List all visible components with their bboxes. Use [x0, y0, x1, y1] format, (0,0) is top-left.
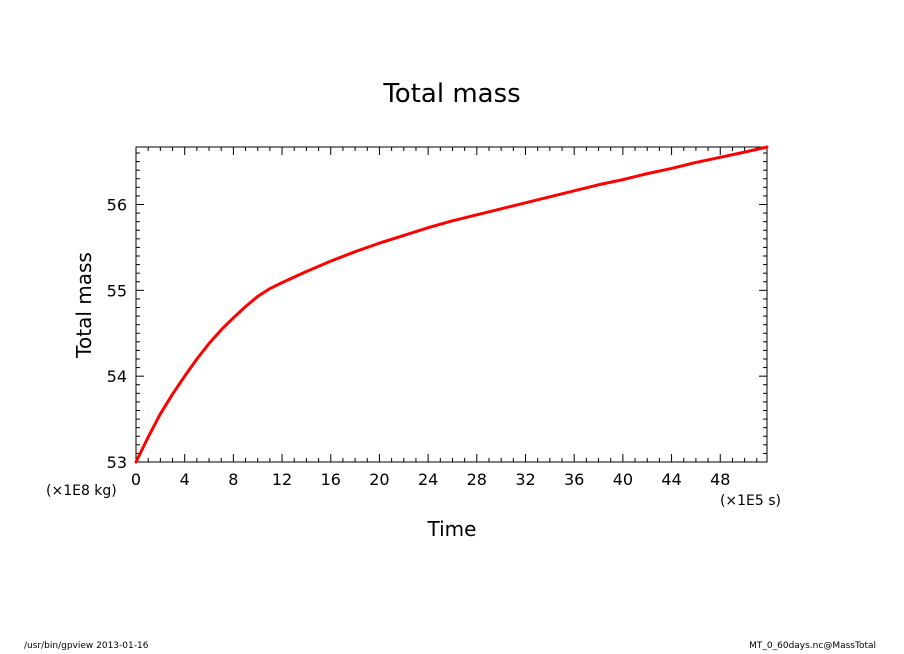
x-tick-labels: 0 4 8 12 16 20 24 28 32 36 40 44 48 [131, 470, 731, 489]
x-tick-label: 4 [180, 470, 190, 489]
y-unit-label: (×1E8 kg) [46, 483, 117, 499]
x-tick-label: 32 [515, 470, 535, 489]
y-tick-label: 53 [107, 453, 127, 472]
x-tick-label: 40 [613, 470, 633, 489]
x-tick-label: 44 [661, 470, 681, 489]
y-tick-label: 56 [107, 196, 127, 215]
y-ticks [136, 152, 767, 463]
y-axis-label: Total mass [72, 252, 96, 359]
x-unit-label: (×1E5 s) [720, 493, 781, 509]
x-tick-label: 16 [321, 470, 341, 489]
series-line [134, 145, 769, 464]
x-tick-label: 36 [564, 470, 584, 489]
x-ticks [135, 147, 758, 462]
x-tick-label: 20 [369, 470, 389, 489]
x-tick-label: 8 [228, 470, 238, 489]
series-group [134, 145, 769, 464]
x-tick-label: 12 [272, 470, 292, 489]
footer-left: /usr/bin/gpview 2013-01-16 [24, 641, 149, 651]
y-tick-label: 54 [107, 367, 127, 386]
x-tick-label: 0 [131, 470, 141, 489]
chart-title: Total mass [382, 79, 520, 109]
y-tick-label: 55 [107, 281, 127, 300]
footer-right: MT_0_60days.nc@MassTotal [749, 641, 876, 651]
x-tick-label: 48 [710, 470, 730, 489]
x-tick-label: 24 [418, 470, 438, 489]
x-tick-label: 28 [467, 470, 487, 489]
y-tick-labels: 53 54 55 56 [107, 196, 127, 472]
x-axis-label: Time [427, 517, 477, 541]
plot-frame [135, 146, 768, 463]
